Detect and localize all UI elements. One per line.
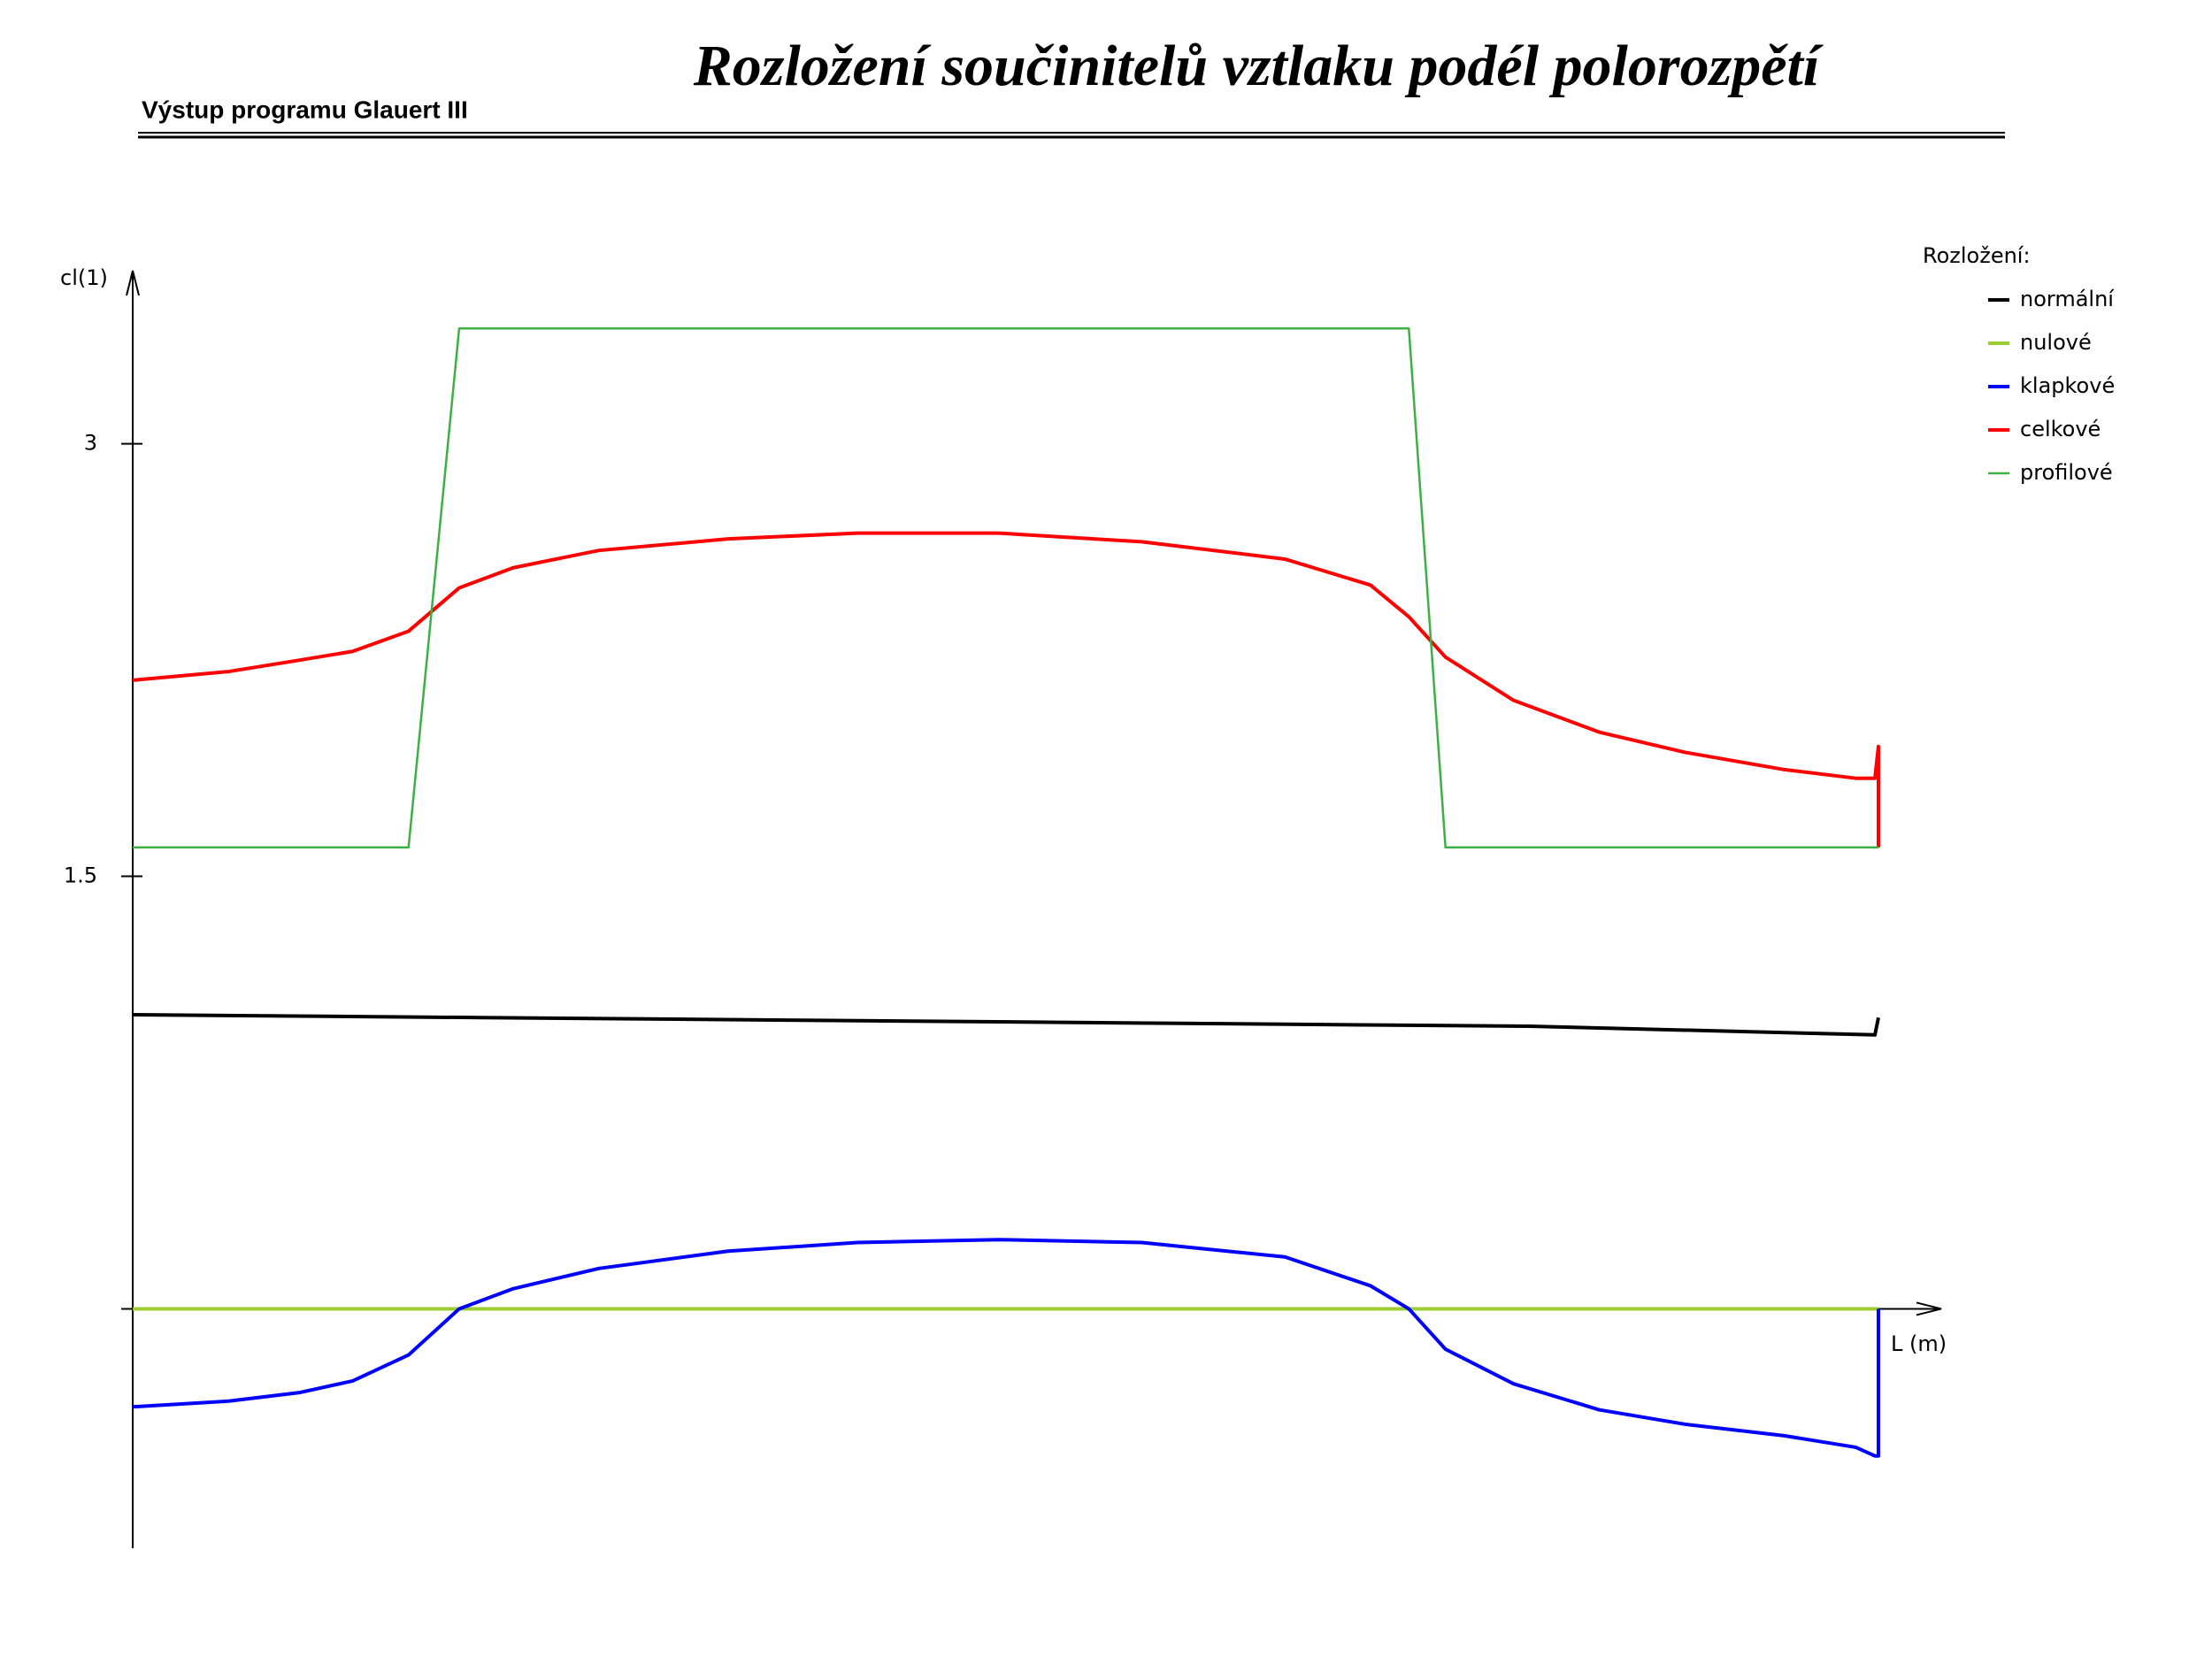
program-label: Výstup programu Glauert III bbox=[142, 96, 468, 123]
y-axis-arrow bbox=[126, 270, 140, 296]
y-axis-label: cl(1) bbox=[60, 265, 108, 290]
legend-label: normální bbox=[2020, 287, 2115, 311]
y-tick-label: 1.5 bbox=[64, 863, 97, 888]
legend-title: Rozložení: bbox=[1923, 243, 2031, 268]
legend-label: profilové bbox=[2020, 460, 2113, 485]
series-line bbox=[132, 1238, 1880, 1458]
series-line bbox=[132, 531, 1880, 848]
chart-title: Rozložení součinitelů vztlaku podél polo… bbox=[693, 34, 1824, 98]
x-axis-label: L (m) bbox=[1891, 1331, 1947, 1356]
series-line bbox=[133, 326, 1878, 849]
x-axis-arrow bbox=[1916, 1301, 1942, 1316]
legend-label: nulové bbox=[2020, 330, 2092, 355]
legend-label: klapkové bbox=[2020, 373, 2115, 398]
y-tick-label: 3 bbox=[84, 431, 97, 456]
legend-label: celkové bbox=[2020, 417, 2101, 441]
series-line bbox=[132, 1012, 1880, 1037]
